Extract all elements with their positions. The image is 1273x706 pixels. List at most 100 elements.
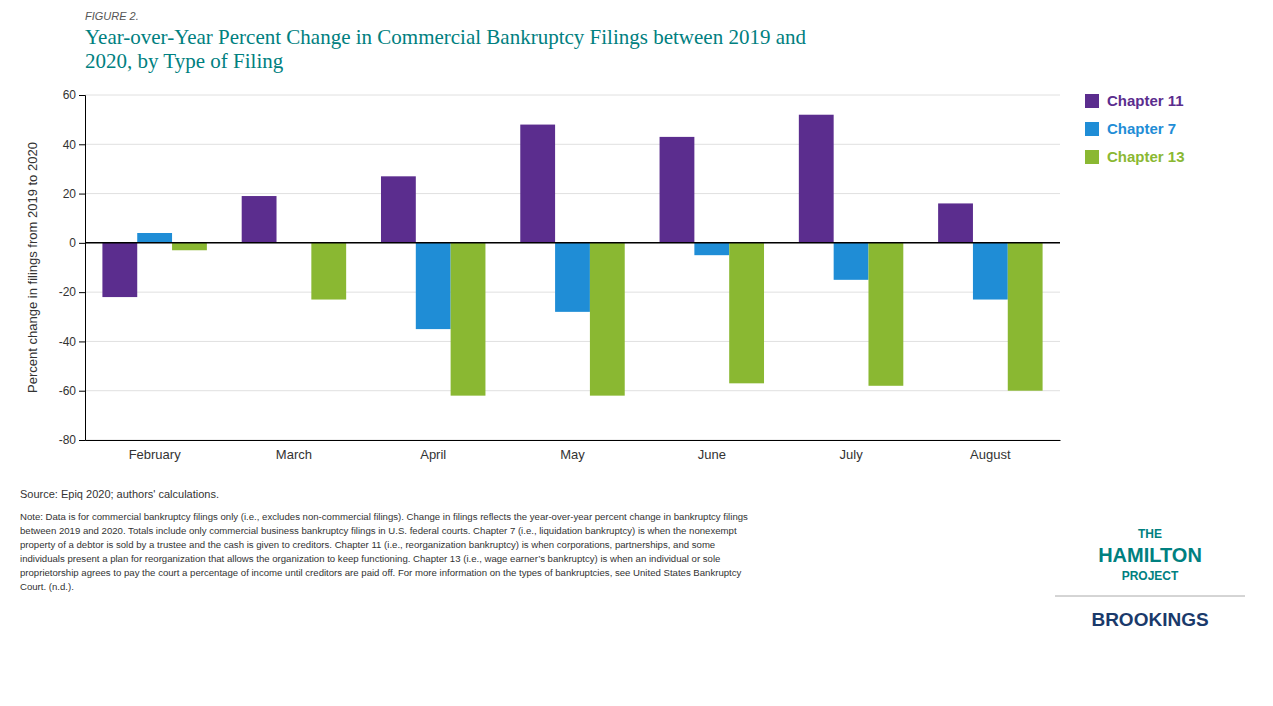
- bar-series: [172, 243, 1043, 396]
- source: Source: Epiq 2020; authors' calculations…: [20, 488, 219, 500]
- y-tick-label: -60: [59, 384, 77, 398]
- x-tick: February: [129, 440, 182, 462]
- x-tick: May: [560, 440, 585, 462]
- x-tick: August: [970, 440, 1011, 462]
- y-tick: -20: [59, 285, 85, 299]
- grid-line: [85, 144, 1060, 145]
- note-line: property of a debtor is sold by a truste…: [20, 539, 715, 550]
- y-tick: -40: [59, 335, 85, 349]
- x-tick-label: July: [840, 447, 864, 462]
- y-tick-label: 40: [63, 138, 77, 152]
- logo-text: THE: [1138, 527, 1162, 541]
- note-line: Court. (n.d.).: [20, 581, 74, 592]
- chart: FIGURE 2. Year-over-Year Percent Change i…: [0, 0, 1273, 706]
- x-tick: April: [420, 440, 446, 462]
- zero-line: [85, 242, 1060, 244]
- y-tick-label: -40: [59, 335, 77, 349]
- y-tick: 60: [63, 88, 85, 102]
- bar: [311, 243, 346, 300]
- y-tick-mark: [79, 440, 85, 441]
- note-line: individuals present a plan for reorganiz…: [20, 553, 720, 564]
- y-tick-mark: [79, 95, 85, 96]
- note-line: between 2019 and 2020. Totals include on…: [20, 525, 737, 536]
- grid-line: [85, 193, 1060, 194]
- title-line: Year-over-Year Percent Change in Commerc…: [85, 25, 806, 49]
- x-tick-label: August: [970, 447, 1011, 462]
- x-tick-label: March: [276, 447, 312, 462]
- y-tick-mark: [79, 341, 85, 342]
- logo-text: HAMILTON: [1098, 544, 1202, 566]
- bar: [973, 243, 1008, 300]
- y-tick-label: -80: [59, 433, 77, 447]
- bar: [451, 243, 486, 396]
- y-tick-mark: [79, 391, 85, 392]
- legend-swatch: [1085, 94, 1099, 108]
- bar: [1008, 243, 1043, 391]
- bar: [242, 196, 277, 243]
- bar: [555, 243, 590, 312]
- note-line: proprietorship agrees to pay the court a…: [20, 567, 742, 578]
- grid-line: [85, 341, 1060, 342]
- y-tick: 0: [69, 236, 85, 250]
- legend: Chapter 11 Chapter 7 Chapter 13: [1085, 92, 1185, 165]
- x-tick: March: [276, 440, 312, 462]
- x-tick: July: [840, 440, 864, 462]
- bar: [520, 125, 555, 243]
- y-tick-label: 20: [63, 187, 77, 201]
- bar: [799, 115, 834, 243]
- y-tick-mark: [79, 243, 85, 244]
- x-tick-label: April: [420, 447, 446, 462]
- y-tick: 40: [63, 138, 85, 152]
- logo-text: PROJECT: [1122, 569, 1179, 583]
- legend-label: Chapter 11: [1107, 92, 1184, 109]
- y-tick-mark: [79, 292, 85, 293]
- y-axis-title: Percent change in filings from 2019 to 2…: [25, 142, 40, 393]
- x-axis-line: [86, 440, 1061, 441]
- legend-label: Chapter 13: [1107, 148, 1185, 165]
- bar: [868, 243, 903, 386]
- figure-label: FIGURE 2.: [85, 10, 139, 22]
- y-tick-label: 0: [69, 236, 76, 250]
- legend-item: Chapter 7: [1085, 120, 1176, 137]
- title: Year-over-Year Percent Change in Commerc…: [85, 25, 806, 73]
- y-axis: -80 -60 -40 -20 0 20 40 60: [59, 88, 86, 447]
- bar: [660, 137, 695, 243]
- bar: [590, 243, 625, 396]
- logo: THE HAMILTON PROJECT BROOKINGS: [1055, 527, 1245, 630]
- grid: [85, 95, 1060, 440]
- x-tick: June: [698, 440, 726, 462]
- x-tick-label: June: [698, 447, 726, 462]
- y-tick: -60: [59, 384, 85, 398]
- grid-line: [85, 95, 1060, 96]
- y-tick-label: -20: [59, 285, 77, 299]
- bar: [416, 243, 451, 329]
- legend-item: Chapter 13: [1085, 148, 1185, 165]
- y-tick-mark: [79, 144, 85, 145]
- bar: [381, 176, 416, 243]
- legend-swatch: [1085, 150, 1099, 164]
- bar: [102, 243, 137, 297]
- bar: [729, 243, 764, 383]
- bars: [102, 115, 1042, 396]
- x-axis: February March April May June July August: [86, 440, 1061, 462]
- logo-divider: [1055, 596, 1245, 597]
- bar: [137, 233, 172, 243]
- bar: [694, 243, 729, 255]
- x-tick-label: May: [560, 447, 585, 462]
- legend-label: Chapter 7: [1107, 120, 1176, 137]
- grid-line: [85, 390, 1060, 391]
- logo-text: BROOKINGS: [1091, 609, 1208, 630]
- y-tick-label: 60: [63, 88, 77, 102]
- grid-line: [85, 242, 1060, 243]
- bar: [834, 243, 869, 280]
- title-line: 2020, by Type of Filing: [85, 49, 284, 73]
- y-tick: -80: [59, 433, 85, 447]
- grid-line: [85, 440, 1060, 441]
- legend-item: Chapter 11: [1085, 92, 1184, 109]
- bar: [172, 243, 207, 250]
- legend-swatch: [1085, 122, 1099, 136]
- note-line: Note: Data is for commercial bankruptcy …: [20, 511, 748, 522]
- y-tick-mark: [79, 194, 85, 195]
- y-tick: 20: [63, 187, 85, 201]
- bar: [938, 203, 973, 242]
